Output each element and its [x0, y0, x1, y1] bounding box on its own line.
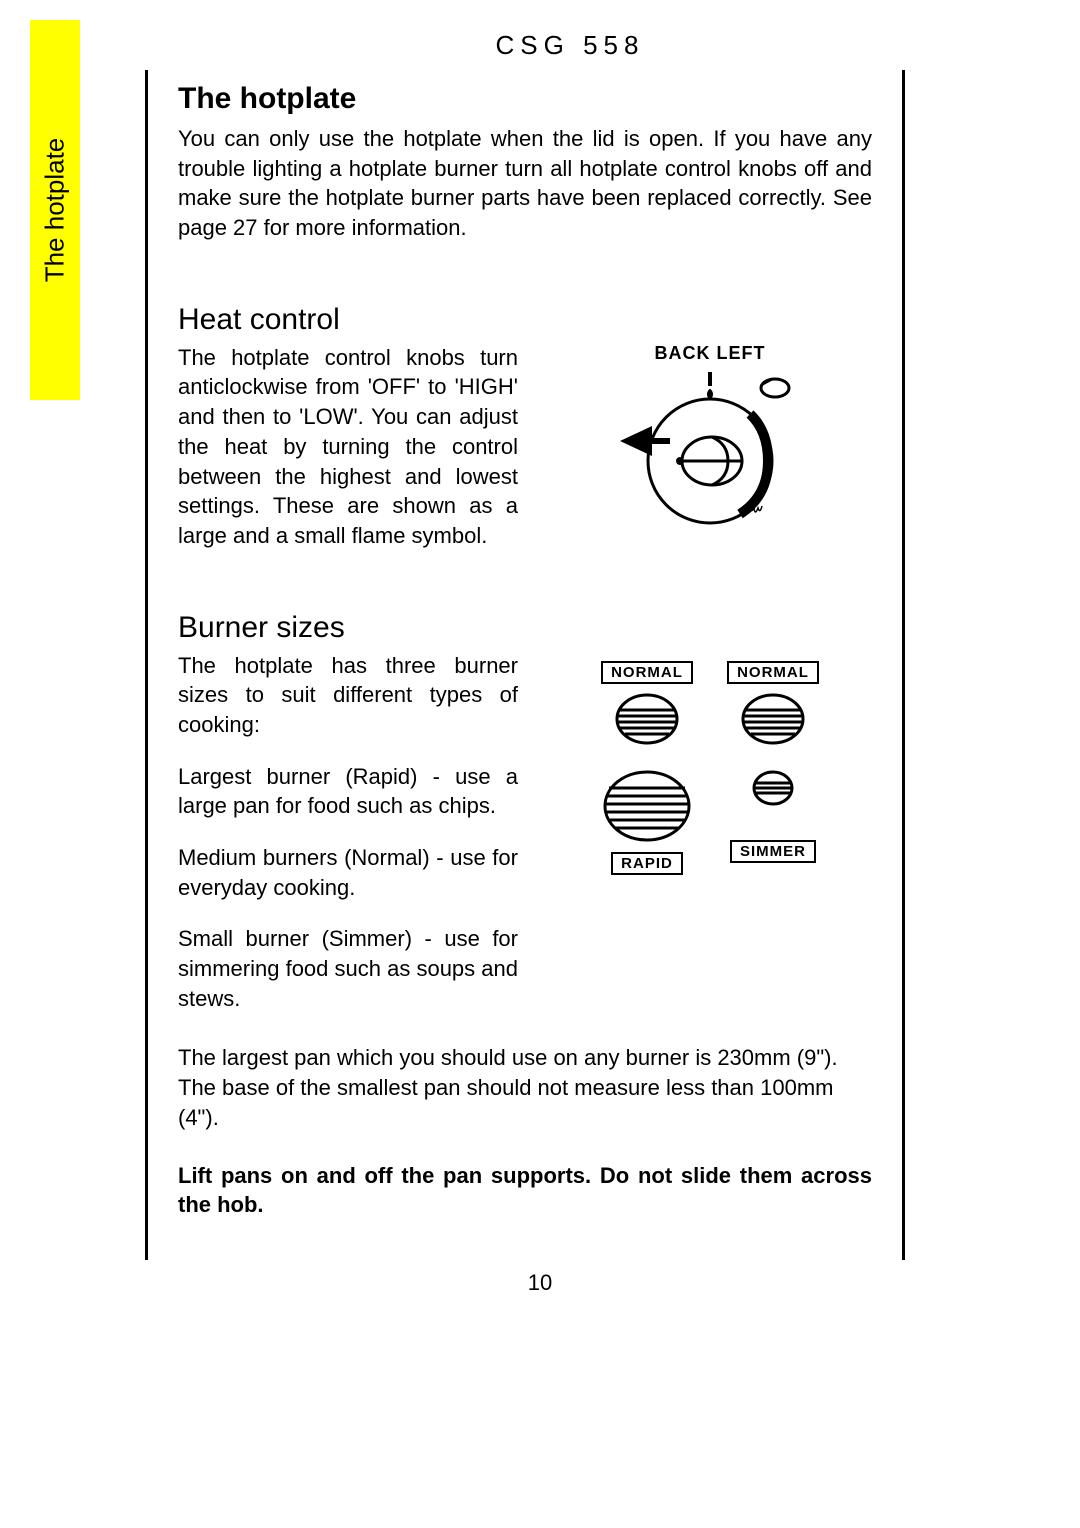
- header-model-code: CSG 558: [250, 30, 890, 61]
- burner-icon-normal-1: [611, 690, 683, 748]
- pan-note-line-2: The base of the smallest pan should not …: [178, 1073, 872, 1132]
- burner-rapid: RAPID: [599, 766, 695, 875]
- burner-sizes-row: The hotplate has three burner sizes to s…: [178, 651, 872, 1014]
- burner-small: Small burner (Simmer) - use for simmerin…: [178, 924, 518, 1013]
- intro-paragraph: You can only use the hotplate when the l…: [178, 124, 872, 243]
- heat-control-heading: Heat control: [178, 303, 872, 337]
- burner-icon-normal-2: [737, 690, 809, 748]
- side-tab-label: The hotplate: [40, 138, 71, 283]
- burner-normal-2: NORMAL: [725, 661, 821, 748]
- burner-medium: Medium burners (Normal) - use for everyd…: [178, 843, 518, 902]
- burner-sizes-heading: Burner sizes: [178, 611, 872, 645]
- lift-pans-note: Lift pans on and off the pan supports. D…: [178, 1161, 872, 1220]
- page-number: 10: [0, 1270, 1080, 1296]
- burner-grid: NORMAL NORMAL: [599, 661, 821, 875]
- burner-icon-rapid: [599, 766, 695, 846]
- burner-icon-simmer: [749, 766, 797, 810]
- knob-diagram: [610, 366, 810, 531]
- pan-note-line-1: The largest pan which you should use on …: [178, 1043, 872, 1073]
- heat-control-text: The hotplate control knobs turn anticloc…: [178, 343, 518, 551]
- burner-simmer: SIMMER: [725, 766, 821, 875]
- burner-largest: Largest burner (Rapid) - use a large pan…: [178, 762, 518, 821]
- knob-label: BACK LEFT: [655, 343, 766, 364]
- burner-intro: The hotplate has three burner sizes to s…: [178, 651, 518, 740]
- label-normal-2: NORMAL: [727, 661, 819, 684]
- page-title: The hotplate: [178, 82, 872, 116]
- side-tab: The hotplate: [30, 20, 80, 400]
- label-rapid: RAPID: [611, 852, 683, 875]
- burner-sizes-figure: NORMAL NORMAL: [548, 651, 872, 875]
- page-content: The hotplate You can only use the hotpla…: [145, 70, 905, 1260]
- pan-size-note: The largest pan which you should use on …: [178, 1043, 872, 1132]
- heat-control-row: The hotplate control knobs turn anticloc…: [178, 343, 872, 551]
- burner-normal-1: NORMAL: [599, 661, 695, 748]
- burner-sizes-text: The hotplate has three burner sizes to s…: [178, 651, 518, 1014]
- label-normal-1: NORMAL: [601, 661, 693, 684]
- heat-control-figure: BACK LEFT: [548, 343, 872, 531]
- label-simmer: SIMMER: [730, 840, 816, 863]
